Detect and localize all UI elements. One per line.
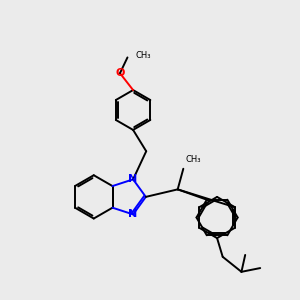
Text: O: O	[115, 68, 125, 78]
Text: N: N	[128, 209, 138, 219]
Text: N: N	[128, 174, 138, 184]
Text: CH₃: CH₃	[185, 155, 201, 164]
Text: CH₃: CH₃	[136, 51, 151, 60]
